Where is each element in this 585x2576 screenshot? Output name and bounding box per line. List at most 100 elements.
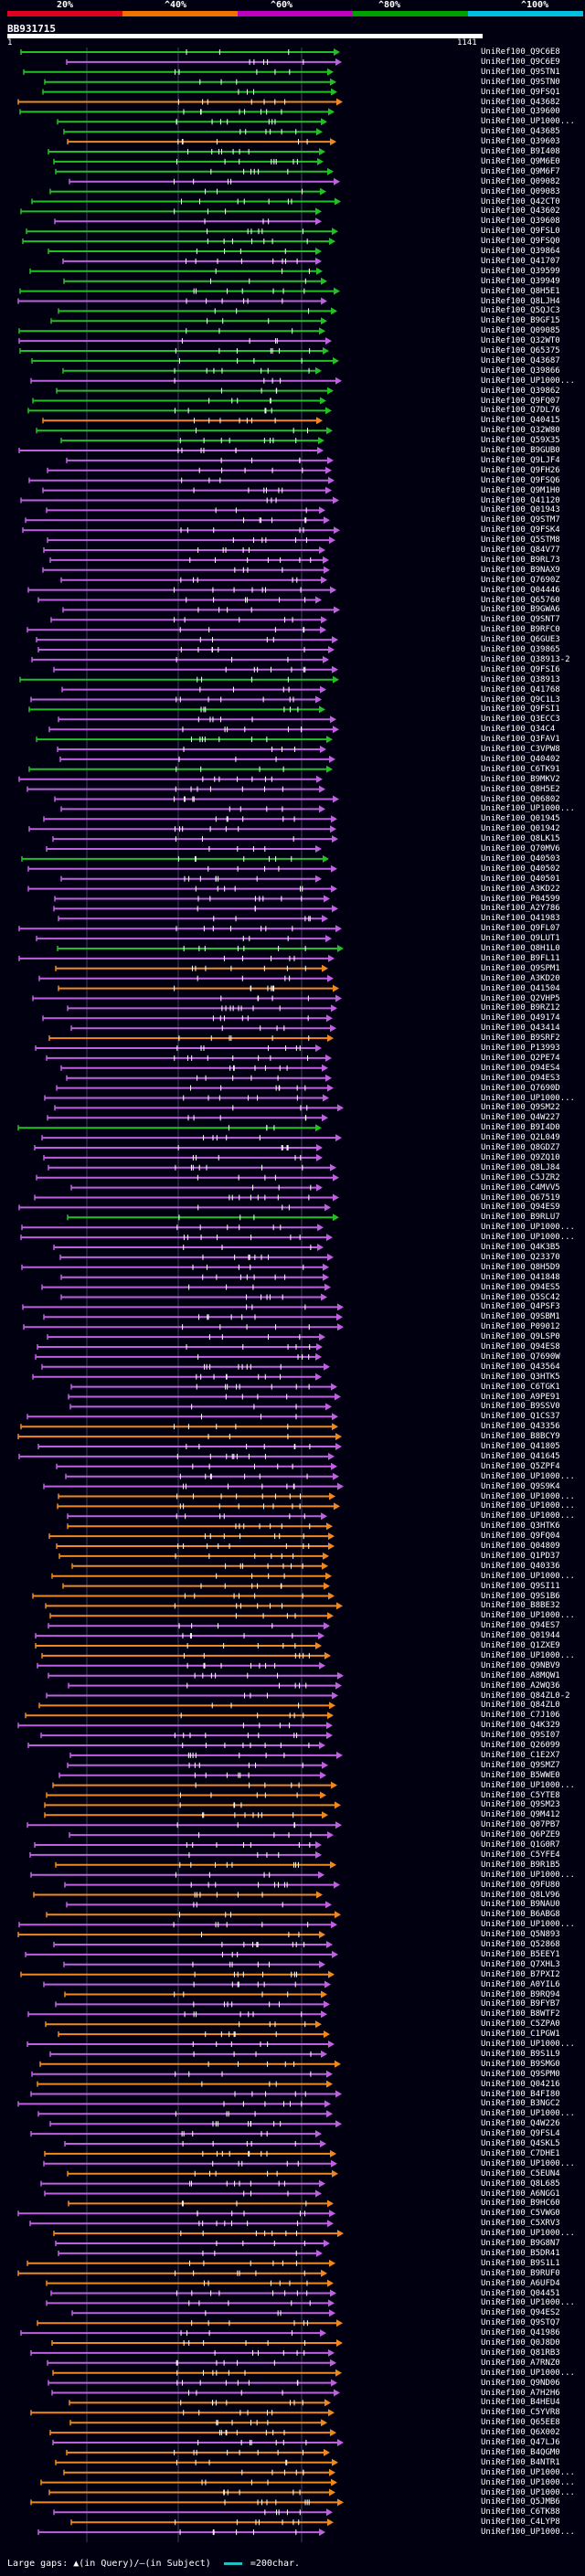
hit-label[interactable]: UniRef100_C6TK91: [481, 764, 560, 774]
hit-label[interactable]: UniRef100_B3NGC2: [481, 2099, 560, 2109]
hit-label[interactable]: UniRef100_B9GF15: [481, 316, 560, 326]
hit-label[interactable]: UniRef100_B9SRF2: [481, 1034, 560, 1044]
hit-label[interactable]: UniRef100_Q9SM23: [481, 1800, 560, 1810]
hit-label[interactable]: UniRef100_B6ABG8: [481, 1910, 560, 1920]
hit-label[interactable]: UniRef100_B4QGM0: [481, 2447, 560, 2457]
hit-label[interactable]: UniRef100_A3KD22: [481, 884, 560, 894]
hit-label[interactable]: UniRef100_Q32W80: [481, 426, 560, 436]
hit-label[interactable]: UniRef100_UP1000...: [481, 2467, 575, 2477]
hit-label[interactable]: UniRef100_B9NAX9: [481, 565, 560, 575]
hit-label[interactable]: UniRef100_Q9ZQ10: [481, 1152, 560, 1162]
hit-label[interactable]: UniRef100_C4MVV5: [481, 1182, 560, 1193]
hit-label[interactable]: UniRef100_C5YVR8: [481, 2408, 560, 2418]
hit-label[interactable]: UniRef100_Q32WT0: [481, 336, 560, 346]
hit-label[interactable]: UniRef100_Q9C1L3: [481, 694, 560, 705]
hit-label[interactable]: UniRef100_Q9SPM1: [481, 963, 560, 973]
hit-label[interactable]: UniRef100_B9SMG0: [481, 2059, 560, 2069]
hit-label[interactable]: UniRef100_B9FL11: [481, 953, 560, 963]
hit-label[interactable]: UniRef100_B4FI80: [481, 2089, 560, 2099]
hit-label[interactable]: UniRef100_Q39603: [481, 137, 560, 147]
hit-label[interactable]: UniRef100_Q5STM8: [481, 535, 560, 546]
hit-label[interactable]: UniRef100_Q9FQ07: [481, 396, 560, 406]
hit-label[interactable]: UniRef100_Q23370: [481, 1252, 560, 1262]
hit-label[interactable]: UniRef100_Q40415: [481, 416, 560, 426]
hit-label[interactable]: UniRef100_Q1CS37: [481, 1412, 560, 1422]
hit-label[interactable]: UniRef100_Q9SI11: [481, 1581, 560, 1591]
hit-label[interactable]: UniRef100_A3KD20: [481, 973, 560, 983]
hit-label[interactable]: UniRef100_UP1000...: [481, 1501, 575, 1511]
hit-label[interactable]: UniRef100_Q2L049: [481, 1133, 560, 1143]
hit-label[interactable]: UniRef100_B9SSV0: [481, 1402, 560, 1412]
hit-label[interactable]: UniRef100_C7J106: [481, 1711, 560, 1721]
hit-label[interactable]: UniRef100_Q65375: [481, 346, 560, 355]
hit-label[interactable]: UniRef100_Q7690D: [481, 1083, 560, 1093]
hit-label[interactable]: UniRef100_Q4K3B5: [481, 1243, 560, 1252]
hit-label[interactable]: UniRef100_B9RQ94: [481, 1989, 560, 1999]
hit-label[interactable]: UniRef100_Q09083: [481, 186, 560, 196]
hit-label[interactable]: UniRef100_Q4W226: [481, 2119, 560, 2129]
hit-label[interactable]: UniRef100_B7PXI2: [481, 1969, 560, 1979]
hit-label[interactable]: UniRef100_Q39862: [481, 386, 560, 396]
hit-label[interactable]: UniRef100_C5JZR2: [481, 1172, 560, 1182]
hit-label[interactable]: UniRef100_UP1000...: [481, 1223, 575, 1233]
hit-label[interactable]: UniRef100_B9NAU0: [481, 1900, 560, 1910]
hit-label[interactable]: UniRef100_Q5SC42: [481, 1292, 560, 1302]
hit-label[interactable]: UniRef100_Q43687: [481, 355, 560, 366]
hit-label[interactable]: UniRef100_P04599: [481, 894, 560, 904]
hit-label[interactable]: UniRef100_Q41768: [481, 684, 560, 694]
hit-label[interactable]: UniRef100_Q9C6E9: [481, 57, 560, 67]
hit-label[interactable]: UniRef100_UP1000...: [481, 1093, 575, 1103]
hit-label[interactable]: UniRef100_Q9M1H0: [481, 485, 560, 495]
hit-label[interactable]: UniRef100_Q43682: [481, 97, 560, 107]
hit-label[interactable]: UniRef100_C5YFE4: [481, 1850, 560, 1860]
hit-label[interactable]: UniRef100_Q9M412: [481, 1810, 560, 1820]
hit-label[interactable]: UniRef100_Q41504: [481, 983, 560, 993]
hit-label[interactable]: UniRef100_Q8H5E1: [481, 286, 560, 296]
hit-label[interactable]: UniRef100_Q52868: [481, 1940, 560, 1949]
hit-label[interactable]: UniRef100_Q39600: [481, 107, 560, 117]
hit-label[interactable]: UniRef100_Q3ECC3: [481, 715, 560, 725]
hit-label[interactable]: UniRef100_Q9M6F7: [481, 166, 560, 176]
hit-label[interactable]: UniRef100_Q8GDZ7: [481, 1143, 560, 1152]
hit-label[interactable]: UniRef100_Q43685: [481, 127, 560, 137]
hit-label[interactable]: UniRef100_UP1000...: [481, 2158, 575, 2168]
hit-label[interactable]: UniRef100_Q9STQ7: [481, 2318, 560, 2328]
hit-label[interactable]: UniRef100_Q39599: [481, 266, 560, 276]
hit-label[interactable]: UniRef100_Q94ES4: [481, 1063, 560, 1073]
hit-label[interactable]: UniRef100_Q43564: [481, 1362, 560, 1372]
hit-label[interactable]: UniRef100_UP1000...: [481, 1233, 575, 1243]
hit-label[interactable]: UniRef100_Q38913: [481, 674, 560, 684]
hit-label[interactable]: UniRef100_Q9FSL4: [481, 2129, 560, 2139]
hit-label[interactable]: UniRef100_Q9FSI6: [481, 664, 560, 674]
hit-label[interactable]: UniRef100_Q41120: [481, 495, 560, 505]
hit-label[interactable]: UniRef100_Q43602: [481, 207, 560, 217]
hit-label[interactable]: UniRef100_Q43356: [481, 1422, 560, 1432]
hit-label[interactable]: UniRef100_Q40503: [481, 853, 560, 864]
hit-label[interactable]: UniRef100_Q9SM22: [481, 1103, 560, 1113]
hit-label[interactable]: UniRef100_UP1000...: [481, 1780, 575, 1790]
hit-label[interactable]: UniRef100_Q9FU80: [481, 1880, 560, 1890]
hit-label[interactable]: UniRef100_Q7DL76: [481, 406, 560, 416]
hit-label[interactable]: UniRef100_B5EEY1: [481, 1949, 560, 1959]
hit-label[interactable]: UniRef100_Q41986: [481, 2328, 560, 2338]
hit-label[interactable]: UniRef100_Q8LK15: [481, 834, 560, 844]
hit-label[interactable]: UniRef100_Q9FQ04: [481, 1532, 560, 1542]
hit-label[interactable]: UniRef100_Q3HTK6: [481, 1521, 560, 1532]
hit-label[interactable]: UniRef100_C1E2X7: [481, 1750, 560, 1760]
hit-label[interactable]: UniRef100_Q49174: [481, 1013, 560, 1023]
hit-label[interactable]: UniRef100_Q70MV6: [481, 844, 560, 853]
hit-label[interactable]: UniRef100_Q8LJ84: [481, 1162, 560, 1172]
hit-label[interactable]: UniRef100_UP1000...: [481, 2477, 575, 2487]
hit-label[interactable]: UniRef100_Q34C4: [481, 725, 556, 735]
hit-label[interactable]: UniRef100_Q9SBM1: [481, 1312, 560, 1322]
hit-label[interactable]: UniRef100_B9S1L9: [481, 2049, 560, 2059]
hit-label[interactable]: UniRef100_UP1000...: [481, 1870, 575, 1880]
hit-label[interactable]: UniRef100_Q43414: [481, 1023, 560, 1034]
hit-label[interactable]: UniRef100_Q7690Z: [481, 575, 560, 585]
hit-label[interactable]: UniRef100_Q9S9K4: [481, 1481, 560, 1491]
hit-label[interactable]: UniRef100_UP1000...: [481, 2487, 575, 2497]
hit-label[interactable]: UniRef100_Q39864: [481, 247, 560, 256]
hit-label[interactable]: UniRef100_B9S1L1: [481, 2258, 560, 2268]
hit-label[interactable]: UniRef100_Q41645: [481, 1451, 560, 1461]
hit-label[interactable]: UniRef100_Q9FSQ1: [481, 87, 560, 97]
